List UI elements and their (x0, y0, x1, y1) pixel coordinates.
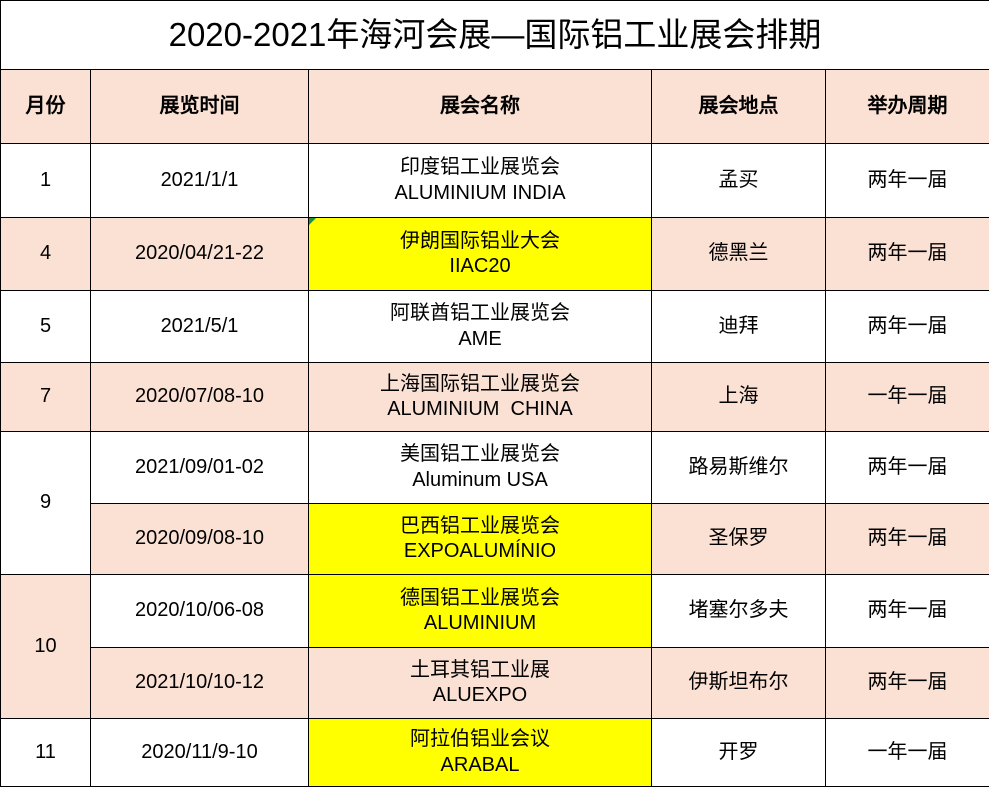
cell-cycle: 两年一届 (826, 291, 989, 363)
exhibition-name-en: Aluminum USA (311, 468, 649, 493)
cell-cycle: 两年一届 (826, 504, 989, 575)
column-header-name: 展会名称 (309, 70, 652, 144)
cell-month: 11 (1, 719, 91, 787)
exhibition-name-en: ALUMINIUM CHINA (311, 397, 649, 422)
cell-month: 9 (1, 432, 91, 575)
cell-dates: 2021/09/01-02 (91, 432, 309, 504)
exhibition-name-cn: 巴西铝工业展览会 (311, 514, 649, 539)
cell-venue: 迪拜 (652, 291, 826, 363)
exhibition-name-cn: 德国铝工业展览会 (311, 586, 649, 611)
column-header-dates: 展览时间 (91, 70, 309, 144)
cell-cycle: 两年一届 (826, 575, 989, 648)
cell-month: 5 (1, 291, 91, 363)
column-header-venue: 展会地点 (652, 70, 826, 144)
cell-month: 7 (1, 363, 91, 432)
cell-month: 1 (1, 144, 91, 218)
cell-venue: 堵塞尔多夫 (652, 575, 826, 648)
cell-venue: 孟买 (652, 144, 826, 218)
cell-venue: 开罗 (652, 719, 826, 787)
exhibition-name-cn: 阿联酋铝工业展览会 (311, 301, 649, 326)
cell-venue: 德黑兰 (652, 218, 826, 291)
cell-dates: 2020/11/9-10 (91, 719, 309, 787)
exhibition-name-cn: 美国铝工业展览会 (311, 442, 649, 467)
exhibition-name-en: AME (311, 327, 649, 352)
cell-cycle: 两年一届 (826, 218, 989, 291)
comment-indicator-icon (309, 218, 316, 225)
exhibition-name-en: IIAC20 (311, 254, 649, 279)
exhibition-name-cn: 土耳其铝工业展 (311, 658, 649, 683)
cell-venue: 路易斯维尔 (652, 432, 826, 504)
exhibition-name-cn: 上海国际铝工业展览会 (311, 372, 649, 397)
exhibition-name-cn: 印度铝工业展览会 (311, 155, 649, 180)
cell-cycle: 一年一届 (826, 719, 989, 787)
exhibition-name-en: ALUMINIUM INDIA (311, 181, 649, 206)
cell-dates: 2021/1/1 (91, 144, 309, 218)
cell-cycle: 两年一届 (826, 648, 989, 719)
cell-dates: 2020/04/21-22 (91, 218, 309, 291)
exhibition-name-cn: 阿拉伯铝业会议 (311, 727, 649, 752)
cell-dates: 2021/10/10-12 (91, 648, 309, 719)
cell-venue: 圣保罗 (652, 504, 826, 575)
sheet-bottom-padding (0, 787, 989, 793)
column-header-month: 月份 (1, 70, 91, 144)
cell-month: 10 (1, 575, 91, 719)
cell-dates: 2020/07/08-10 (91, 363, 309, 432)
cell-dates: 2021/5/1 (91, 291, 309, 363)
exhibition-name-en: ALUEXPO (311, 683, 649, 708)
cell-cycle: 一年一届 (826, 363, 989, 432)
cell-venue: 伊斯坦布尔 (652, 648, 826, 719)
cell-cycle: 两年一届 (826, 144, 989, 218)
cell-venue: 上海 (652, 363, 826, 432)
column-header-cycle: 举办周期 (826, 70, 989, 144)
cell-dates: 2020/10/06-08 (91, 575, 309, 648)
table-header-row: 月份展览时间展会名称展会地点举办周期 (1, 70, 989, 144)
cell-dates: 2020/09/08-10 (91, 504, 309, 575)
cell-cycle: 两年一届 (826, 432, 989, 504)
cell-month: 4 (1, 218, 91, 291)
page-title: 2020-2021年海河会展—国际铝工业展会排期 (1, 1, 989, 70)
exhibition-name-en: ALUMINIUM (311, 611, 649, 636)
title-row: 2020-2021年海河会展—国际铝工业展会排期 (1, 1, 989, 70)
exhibition-name-en: ARABAL (311, 753, 649, 778)
exhibition-name-cn: 伊朗国际铝业大会 (311, 229, 649, 254)
exhibition-name-en: EXPOALUMÍNIO (311, 539, 649, 564)
